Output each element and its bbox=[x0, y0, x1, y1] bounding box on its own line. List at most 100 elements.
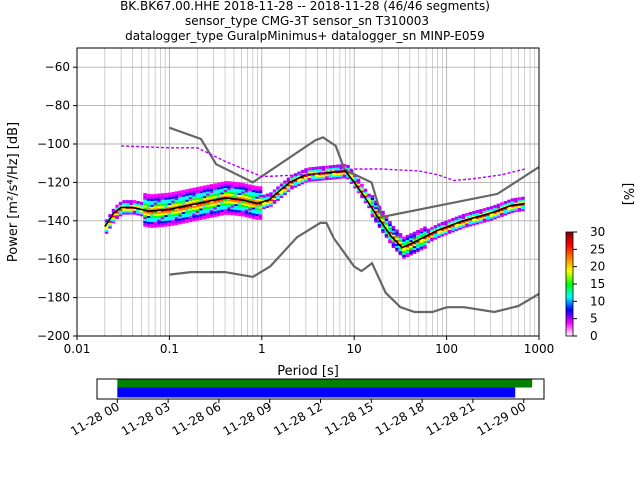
psd-cell bbox=[171, 216, 175, 220]
psd-cell bbox=[447, 230, 452, 234]
psd-cell bbox=[237, 209, 242, 213]
psd-cell bbox=[286, 179, 291, 183]
psd-cell bbox=[472, 222, 476, 226]
psd-cell bbox=[223, 198, 228, 202]
psd-cell bbox=[325, 169, 329, 173]
psd-cell bbox=[272, 189, 277, 193]
psd-cell bbox=[213, 200, 217, 204]
psd-cell bbox=[220, 191, 224, 195]
psd-cell bbox=[521, 204, 525, 208]
psd-cell bbox=[185, 198, 189, 202]
psd-cell bbox=[195, 209, 200, 213]
psd-cell bbox=[374, 206, 378, 210]
psd-cell bbox=[199, 188, 203, 192]
psd-cell bbox=[461, 213, 466, 217]
psd-cell bbox=[479, 210, 483, 214]
psd-cell bbox=[440, 229, 445, 233]
psd-cell bbox=[192, 208, 196, 212]
psd-cell bbox=[185, 192, 189, 196]
psd-cell bbox=[104, 225, 109, 229]
psd-cell bbox=[178, 219, 182, 223]
psd-cell bbox=[255, 189, 259, 193]
psd-cell bbox=[223, 192, 228, 196]
psd-cell bbox=[293, 175, 298, 179]
psd-cell bbox=[192, 187, 196, 191]
psd-cell bbox=[367, 195, 371, 199]
psd-cell bbox=[258, 193, 263, 197]
psd-cell bbox=[419, 243, 424, 247]
psd-cell bbox=[318, 175, 322, 179]
psd-cell bbox=[167, 198, 172, 202]
psd-cell bbox=[314, 170, 319, 174]
psd-cell bbox=[461, 225, 466, 229]
psd-cell bbox=[251, 210, 256, 214]
psd-cell bbox=[454, 220, 459, 224]
colorbar-tick-label: 10 bbox=[590, 294, 605, 308]
x-axis-label: Period [s] bbox=[277, 364, 339, 379]
psd-cell bbox=[241, 209, 245, 213]
psd-cell bbox=[178, 207, 182, 211]
psd-cell bbox=[157, 218, 161, 222]
psd-cell bbox=[174, 214, 179, 218]
psd-cell bbox=[146, 216, 151, 220]
psd-cell bbox=[202, 195, 207, 199]
psd-cell bbox=[262, 206, 266, 210]
psd-cell bbox=[409, 250, 413, 254]
psd-cell bbox=[174, 220, 179, 224]
psd-cell bbox=[139, 201, 144, 205]
psd-cell bbox=[328, 172, 333, 176]
psd-cell bbox=[136, 208, 140, 212]
psd-cell bbox=[265, 205, 270, 209]
psd-cell bbox=[293, 180, 298, 184]
psd-cell bbox=[192, 199, 196, 203]
psd-cell bbox=[304, 172, 308, 176]
psd-cell bbox=[328, 176, 333, 180]
psd-cell bbox=[129, 200, 133, 204]
psd-cell bbox=[265, 193, 270, 197]
psd-cell bbox=[188, 194, 193, 198]
psd-cell bbox=[402, 244, 406, 248]
psd-cell bbox=[258, 211, 263, 215]
psd-cell bbox=[150, 207, 154, 211]
psd-cell bbox=[111, 214, 116, 218]
psd-cell bbox=[244, 210, 249, 214]
psd-cell bbox=[388, 224, 392, 228]
psd-cell bbox=[363, 194, 368, 198]
psd-cell bbox=[146, 220, 151, 224]
psd-cell bbox=[192, 193, 196, 197]
psd-cell bbox=[458, 219, 462, 223]
psd-cell bbox=[244, 204, 249, 208]
psd-cell bbox=[181, 209, 186, 213]
psd-cell bbox=[346, 176, 350, 180]
psd-cell bbox=[234, 189, 238, 193]
psd-cell bbox=[251, 194, 256, 198]
psd-cell bbox=[216, 190, 221, 194]
psd-cell bbox=[258, 209, 263, 213]
psd-cell bbox=[227, 209, 231, 213]
psd-cell bbox=[318, 170, 322, 174]
psd-cell bbox=[199, 190, 203, 194]
psd-cell bbox=[248, 188, 252, 192]
psd-cell bbox=[332, 172, 336, 176]
psd-cell bbox=[388, 238, 392, 242]
psd-cell bbox=[374, 202, 378, 206]
psd-cell bbox=[178, 213, 182, 217]
psd-cell bbox=[171, 205, 175, 209]
y-tick-label: −80 bbox=[45, 99, 70, 113]
psd-cell bbox=[143, 198, 147, 202]
psd-cell bbox=[171, 193, 175, 197]
psd-cell bbox=[178, 211, 182, 215]
psd-cell bbox=[255, 216, 259, 220]
psd-cell bbox=[510, 209, 515, 213]
psd-cell bbox=[475, 209, 480, 213]
psd-cell bbox=[150, 196, 154, 200]
psd-cell bbox=[342, 171, 347, 175]
psd-cell bbox=[143, 221, 147, 225]
psd-cell bbox=[241, 190, 245, 194]
psd-cell bbox=[461, 217, 466, 221]
psd-cell bbox=[122, 211, 126, 215]
psd-cell bbox=[419, 230, 424, 234]
title-line-3: datalogger_type GuralpMinimus+ datalogge… bbox=[125, 29, 485, 43]
psd-cell bbox=[115, 216, 119, 220]
